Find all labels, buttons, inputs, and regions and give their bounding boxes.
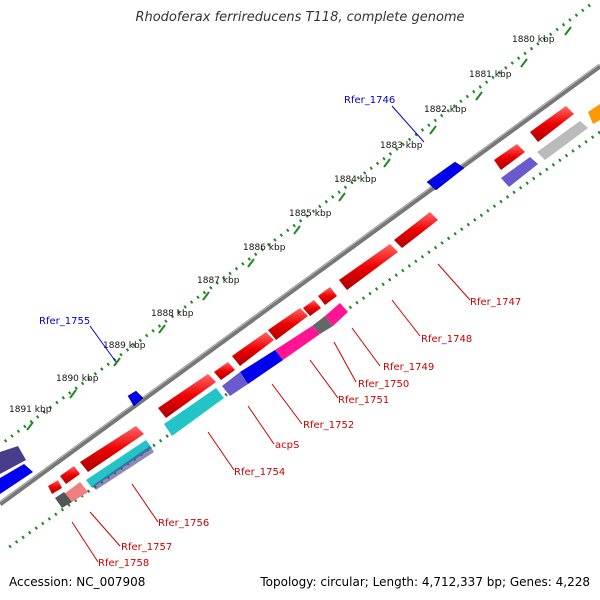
gene-slate-1746b — [501, 157, 538, 187]
gene-label-rfer-1752: Rfer_1752 — [303, 420, 354, 431]
genome-summary-text: Topology: circular; Length: 4,712,337 bp… — [260, 575, 590, 589]
outer-ruler — [0, 3, 591, 447]
outer-strand-genes — [0, 161, 465, 494]
gene-rfer-1748[interactable] — [339, 244, 398, 290]
gene-label-rfer-1750: Rfer_1750 — [358, 379, 409, 390]
kbp-ticks — [26, 26, 572, 431]
gene-grey-1745 — [537, 121, 588, 160]
kbp-label: 1886 kbp — [243, 243, 286, 253]
gene-rfer-1749[interactable] — [325, 303, 348, 326]
kbp-label: 1880 kbp — [512, 35, 555, 45]
gene-orange — [588, 104, 600, 124]
gene-red-1751a — [268, 308, 308, 340]
kbp-label: 1882 kbp — [424, 105, 467, 115]
gene-red-small-a — [318, 287, 337, 305]
gene-red-small-b — [303, 300, 321, 316]
gene-label-rfer-1749: Rfer_1749 — [383, 362, 434, 373]
gene-red-1758 — [48, 480, 62, 494]
gene-slate-1754b — [92, 446, 154, 490]
gene-rfer-1752[interactable] — [222, 372, 248, 396]
gene-acps[interactable] — [164, 388, 224, 436]
gene-red-1752 — [214, 362, 235, 380]
gene-label-rfer-1748: Rfer_1748 — [421, 334, 472, 345]
gene-red-1751b — [232, 332, 274, 366]
accession-text: Accession: NC_007908 — [9, 575, 146, 589]
leader-lines — [71, 105, 471, 563]
inner-strand-genes — [48, 104, 600, 508]
gene-red-1746b — [494, 144, 525, 170]
gene-rfer-1746[interactable] — [426, 161, 465, 191]
gene-rfer-1750[interactable] — [275, 326, 320, 360]
kbp-label: 1890 kbp — [56, 374, 99, 384]
genome-backbone — [0, 63, 600, 507]
gene-rfer-1755[interactable] — [127, 390, 144, 407]
kbp-label: 1889 kbp — [103, 341, 146, 351]
gene-red-1756 — [80, 426, 144, 472]
kbp-label: 1891 kbp — [9, 405, 52, 415]
gene-rfer-1754[interactable] — [86, 440, 152, 488]
gene-label-rfer-1757: Rfer_1757 — [121, 542, 172, 553]
gene-label-rfer-1747: Rfer_1747 — [470, 297, 521, 308]
gene-label-rfer-1758: Rfer_1758 — [98, 558, 149, 569]
gene-blue-left — [0, 464, 33, 494]
gene-label-rfer-1755: Rfer_1755 — [39, 316, 90, 327]
gene-rfer-1747[interactable] — [394, 212, 438, 248]
gene-label-rfer-1754: Rfer_1754 — [234, 467, 285, 478]
kbp-label: 1883 kbp — [380, 141, 423, 151]
kbp-label: 1885 kbp — [289, 209, 332, 219]
kbp-label: 1884 kbp — [334, 175, 377, 185]
kbp-label: 1881 kbp — [469, 70, 512, 80]
gene-label-rfer-1756: Rfer_1756 — [158, 518, 209, 529]
gene-rfer-1758[interactable] — [55, 492, 72, 508]
genome-backbone-highlight — [0, 63, 600, 503]
inner-ruler — [4, 130, 600, 552]
gene-slate-left — [0, 446, 26, 474]
gene-label-acps: acpS — [275, 440, 299, 451]
gene-red-1744 — [530, 106, 574, 142]
gene-dark-1749 — [312, 316, 333, 334]
gene-label-rfer-1746: Rfer_1746 — [344, 95, 395, 106]
gene-label-rfer-1751: Rfer_1751 — [338, 395, 389, 406]
kbp-label: 1888 kbp — [151, 309, 194, 319]
gene-red-1754 — [158, 374, 216, 418]
gene-red-1757 — [60, 466, 80, 484]
gene-rfer-1757[interactable] — [64, 482, 88, 502]
gene-rfer-1751[interactable] — [240, 350, 283, 384]
map-title: Rhodoferax ferrireducens T118, complete … — [135, 10, 465, 25]
kbp-label: 1887 kbp — [197, 276, 240, 286]
